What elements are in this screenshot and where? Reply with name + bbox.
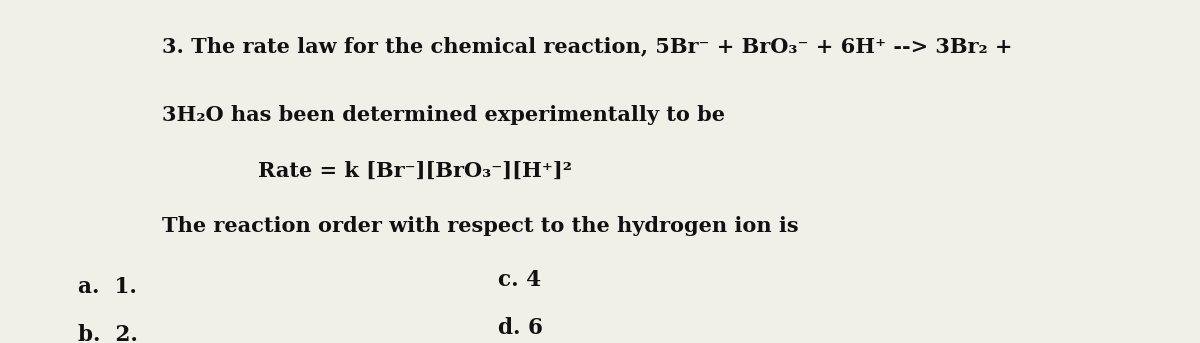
Text: b.  2.: b. 2. — [78, 324, 138, 343]
Text: a.  1.: a. 1. — [78, 276, 137, 298]
Text: d. 6: d. 6 — [498, 317, 542, 339]
Text: c. 4: c. 4 — [498, 269, 541, 291]
Text: Rate = k [Br⁻][BrO₃⁻][H⁺]²: Rate = k [Br⁻][BrO₃⁻][H⁺]² — [258, 161, 572, 181]
Text: The reaction order with respect to the hydrogen ion is: The reaction order with respect to the h… — [162, 216, 799, 236]
Text: 3H₂O has been determined experimentally to be: 3H₂O has been determined experimentally … — [162, 105, 725, 125]
Text: 3. The rate law for the chemical reaction, 5Br⁻ + BrO₃⁻ + 6H⁺ --> 3Br₂ +: 3. The rate law for the chemical reactio… — [162, 36, 1013, 56]
